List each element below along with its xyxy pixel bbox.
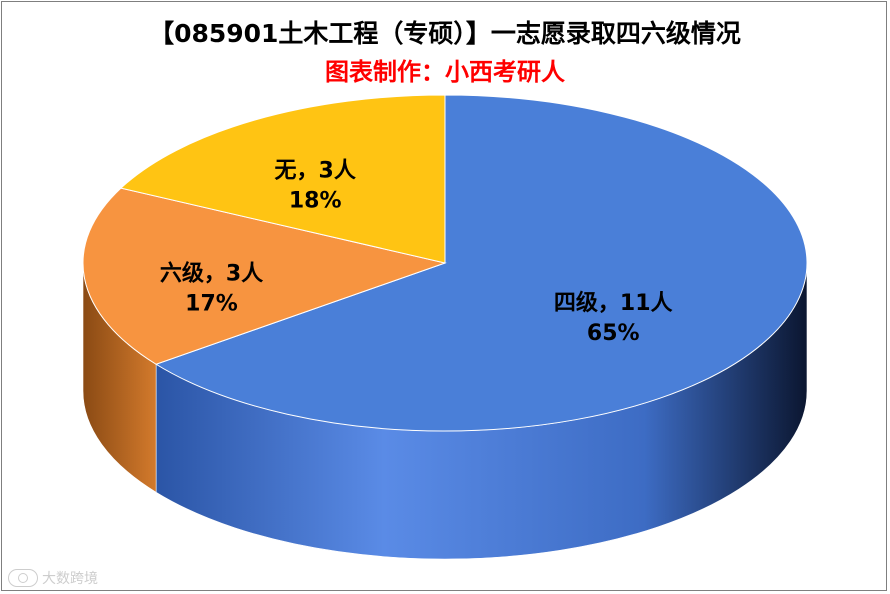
pie-slice-无 <box>119 94 446 264</box>
watermark-text: 大数跨境 <box>42 571 98 587</box>
data-label-category: 六级，3人 <box>160 261 263 287</box>
data-label-percent: 18% <box>289 188 342 213</box>
data-label-category: 四级，11人 <box>554 290 673 316</box>
data-label-percent: 65% <box>587 321 640 346</box>
data-label-percent: 17% <box>185 292 238 317</box>
watermark-logo-icon <box>8 569 38 587</box>
pie-slice-六级 <box>82 187 447 365</box>
watermark: 大数跨境 <box>8 568 98 588</box>
chart-title: 【085901土木工程（专硕）】一志愿录取四六级情况 <box>149 19 741 48</box>
data-label-category: 无，3人 <box>275 158 356 183</box>
chart-subtitle: 图表制作：小西考研人 <box>325 58 565 86</box>
pie-slice-四级 <box>154 94 808 432</box>
